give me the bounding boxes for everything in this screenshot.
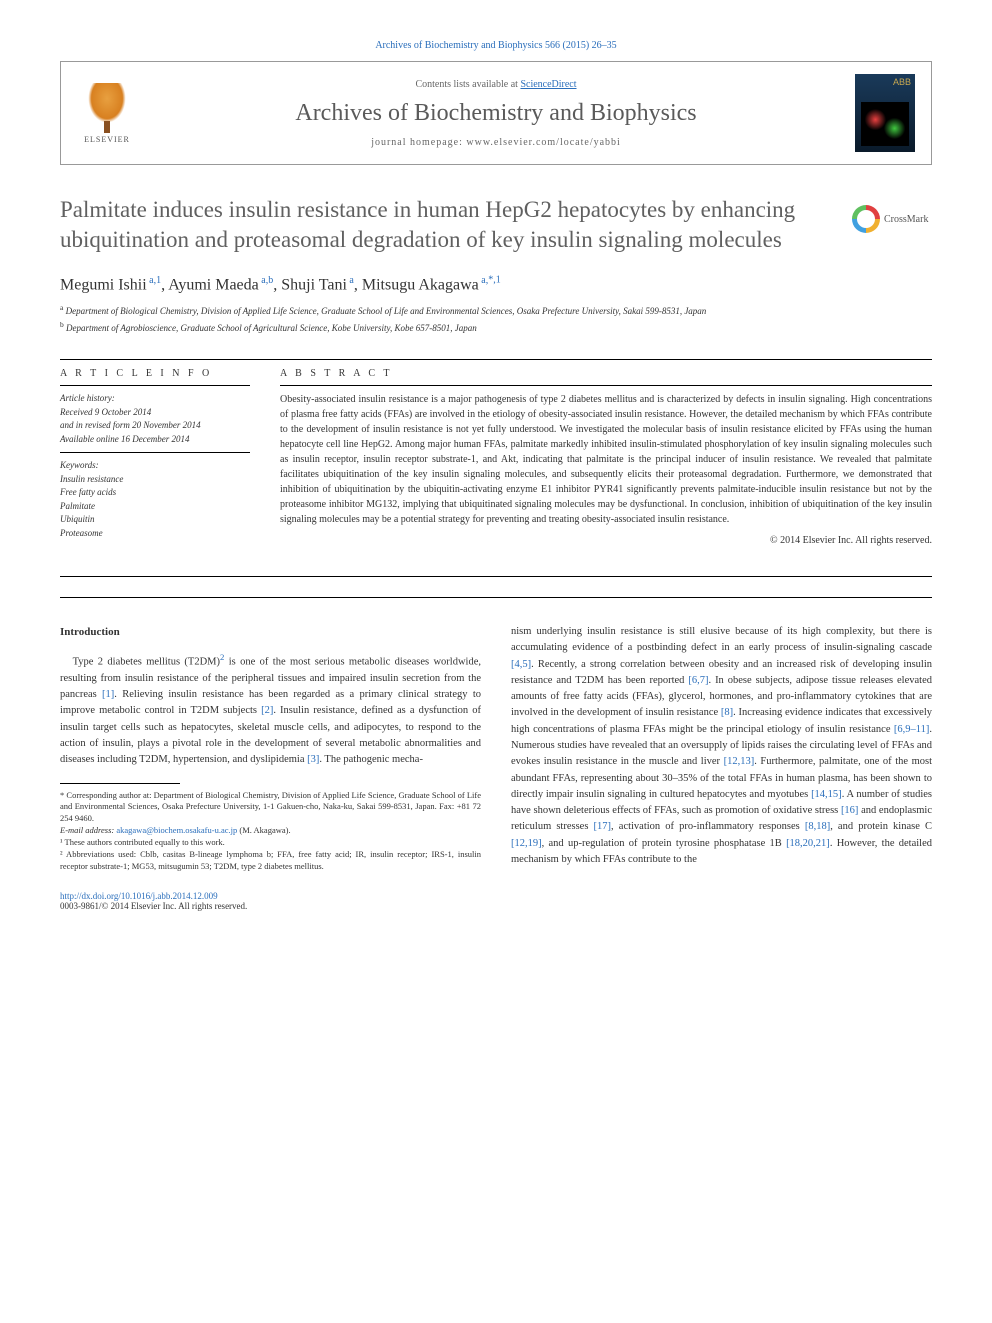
affiliation-a: Department of Biological Chemistry, Divi…	[66, 306, 707, 316]
author-affil-sup: a,b	[259, 275, 273, 286]
contents-prefix: Contents lists available at	[415, 79, 520, 90]
keywords-label: Keywords:	[60, 459, 250, 473]
intro-paragraph-cont: nism underlying insulin resistance is st…	[511, 624, 932, 868]
issn-copyright: 0003-9861/© 2014 Elsevier Inc. All right…	[60, 901, 932, 911]
citation-link[interactable]: [6,9–11]	[894, 724, 929, 735]
journal-cover-thumbnail: ABB	[855, 74, 915, 152]
online-date: Available online 16 December 2014	[60, 433, 250, 447]
info-divider	[60, 385, 250, 386]
received-date: Received 9 October 2014	[60, 406, 250, 420]
keyword: Proteasome	[60, 527, 250, 541]
article-info-column: A R T I C L E I N F O Article history: R…	[60, 368, 250, 546]
info-divider	[60, 452, 250, 453]
corresponding-author-link[interactable]: *,1	[488, 276, 501, 293]
elsevier-logo: ELSEVIER	[77, 78, 137, 148]
citation-link[interactable]: [2]	[261, 705, 273, 716]
citation-link[interactable]: [12,13]	[724, 756, 755, 767]
authors-line: Megumi Ishii a,1, Ayumi Maeda a,b, Shuji…	[60, 275, 932, 294]
abstract-column: A B S T R A C T Obesity-associated insul…	[280, 368, 932, 546]
crossmark-badge[interactable]: CrossMark	[852, 201, 932, 237]
author-affil-sup: a	[347, 275, 354, 286]
crossmark-label: CrossMark	[884, 214, 928, 225]
article-info-heading: A R T I C L E I N F O	[60, 368, 250, 379]
author: Megumi Ishii	[60, 276, 147, 293]
citation-link[interactable]: [3]	[307, 754, 319, 765]
footnotes: * Corresponding author at: Department of…	[60, 790, 481, 873]
article-title: Palmitate induces insulin resistance in …	[60, 195, 832, 255]
homepage-prefix: journal homepage:	[371, 137, 466, 148]
keyword: Insulin resistance	[60, 473, 250, 487]
abstract-text: Obesity-associated insulin resistance is…	[280, 392, 932, 527]
keywords-block: Keywords: Insulin resistance Free fatty …	[60, 459, 250, 540]
author: Shuji Tani	[281, 276, 347, 293]
author: Mitsugu Akagawa	[362, 276, 479, 293]
contents-available-line: Contents lists available at ScienceDirec…	[157, 79, 835, 90]
email-link[interactable]: akagawa@biochem.osakafu-u.ac.jp	[116, 825, 237, 835]
email-suffix: (M. Akagawa).	[237, 825, 290, 835]
author-affil-sup: a,1	[147, 275, 161, 286]
homepage-url[interactable]: www.elsevier.com/locate/yabbi	[466, 137, 620, 148]
sciencedirect-link[interactable]: ScienceDirect	[520, 79, 576, 90]
abbreviations-footnote: ² Abbreviations used: Cblb, casitas B-li…	[60, 849, 481, 873]
citation-link[interactable]: [4,5]	[511, 659, 531, 670]
history-label: Article history:	[60, 392, 250, 406]
body-column-right: nism underlying insulin resistance is st…	[511, 624, 932, 873]
doi-link[interactable]: http://dx.doi.org/10.1016/j.abb.2014.12.…	[60, 891, 218, 901]
citation-link[interactable]: [17]	[594, 821, 612, 832]
cover-abbrev: ABB	[893, 77, 911, 87]
citation-link[interactable]: [8,18]	[805, 821, 830, 832]
affiliations: a Department of Biological Chemistry, Di…	[60, 302, 932, 335]
top-citation: Archives of Biochemistry and Biophysics …	[60, 40, 932, 51]
intro-paragraph: Type 2 diabetes mellitus (T2DM)2 is one …	[60, 651, 481, 768]
abstract-copyright: © 2014 Elsevier Inc. All rights reserved…	[280, 535, 932, 546]
article-history: Article history: Received 9 October 2014…	[60, 392, 250, 446]
footnote-link[interactable]: 2	[220, 652, 224, 662]
citation-link[interactable]: [14,15]	[811, 789, 842, 800]
body-column-left: Introduction Type 2 diabetes mellitus (T…	[60, 624, 481, 873]
keyword: Ubiquitin	[60, 513, 250, 527]
email-label: E-mail address:	[60, 825, 116, 835]
divider	[60, 359, 932, 360]
citation-link[interactable]: [1]	[102, 689, 114, 700]
elsevier-label: ELSEVIER	[84, 135, 130, 144]
introduction-heading: Introduction	[60, 624, 481, 641]
citation-link[interactable]: [18,20,21]	[786, 838, 830, 849]
crossmark-icon	[852, 205, 880, 233]
body-two-column: Introduction Type 2 diabetes mellitus (T…	[60, 624, 932, 873]
keyword: Free fatty acids	[60, 486, 250, 500]
elsevier-tree-icon	[85, 83, 129, 127]
citation-link[interactable]: [6,7]	[688, 675, 708, 686]
abstract-heading: A B S T R A C T	[280, 368, 932, 379]
journal-header: ELSEVIER Contents lists available at Sci…	[60, 61, 932, 165]
author-affil-sup: a,	[479, 275, 488, 286]
citation-link[interactable]: [8]	[721, 707, 733, 718]
author: Ayumi Maeda	[168, 276, 259, 293]
citation-link[interactable]: [16]	[841, 805, 859, 816]
revised-date: and in revised form 20 November 2014	[60, 419, 250, 433]
keyword: Palmitate	[60, 500, 250, 514]
abstract-divider	[280, 385, 932, 386]
journal-homepage-line: journal homepage: www.elsevier.com/locat…	[157, 137, 835, 148]
section-divider	[60, 597, 932, 598]
page-footer: http://dx.doi.org/10.1016/j.abb.2014.12.…	[60, 891, 932, 911]
email-footnote: E-mail address: akagawa@biochem.osakafu-…	[60, 825, 481, 837]
affiliation-b: Department of Agrobioscience, Graduate S…	[66, 323, 477, 333]
footnotes-divider	[60, 783, 180, 784]
corresponding-author-footnote: * Corresponding author at: Department of…	[60, 790, 481, 826]
equal-contribution-footnote: ¹ These authors contributed equally to t…	[60, 837, 481, 849]
citation-link[interactable]: [12,19]	[511, 838, 542, 849]
divider	[60, 576, 932, 577]
journal-name: Archives of Biochemistry and Biophysics	[157, 100, 835, 127]
